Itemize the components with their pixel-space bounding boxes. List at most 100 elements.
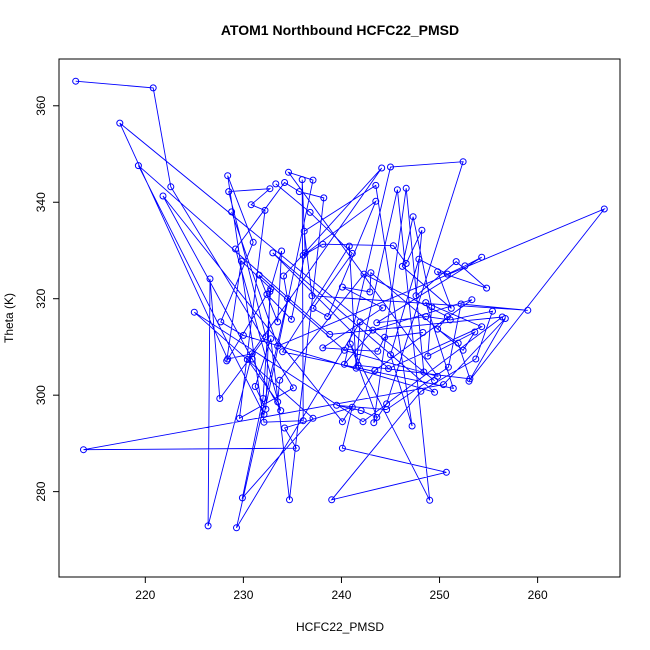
data-point <box>320 194 328 202</box>
data-point <box>295 188 303 196</box>
data-point <box>374 347 382 355</box>
data-point <box>292 444 300 452</box>
data-point <box>269 249 277 257</box>
data-point <box>372 197 380 205</box>
data-point <box>385 365 392 373</box>
data-point <box>409 213 417 221</box>
data-point <box>449 384 457 392</box>
data-point <box>259 395 267 402</box>
data-point <box>434 268 442 276</box>
y-axis-label: Theta (K) <box>2 293 16 343</box>
x-tick-label: 230 <box>233 588 253 602</box>
y-axis: 280 300 320 340 360 <box>34 95 60 502</box>
chart-title: ATOM1 Northbound HCFC22_PMSD <box>221 22 459 38</box>
data-point <box>281 424 289 432</box>
data-point <box>260 411 268 418</box>
data-point <box>434 325 442 333</box>
series-line <box>75 80 606 529</box>
data-point <box>300 227 308 235</box>
y-tick-label: 280 <box>34 481 48 501</box>
data-point <box>501 315 509 322</box>
data-point <box>289 384 297 392</box>
data-point <box>216 395 224 402</box>
data-point <box>167 183 175 191</box>
data-point <box>419 329 427 336</box>
data-point <box>261 206 269 214</box>
data-point <box>228 208 236 216</box>
data-point <box>447 304 455 312</box>
data-point <box>348 403 356 411</box>
data-point <box>278 247 286 255</box>
data-point <box>472 355 480 363</box>
data-point <box>247 201 255 209</box>
data-point <box>346 340 354 348</box>
data-point <box>489 307 496 315</box>
data-point <box>238 494 246 502</box>
data-point <box>471 328 479 336</box>
data-point <box>251 383 259 390</box>
data-point <box>299 417 307 425</box>
data-point <box>387 351 394 359</box>
data-point <box>319 344 327 352</box>
data-point <box>371 367 379 375</box>
data-point <box>465 377 473 385</box>
data-point <box>418 226 426 234</box>
data-point <box>366 288 374 296</box>
data-point <box>328 496 336 504</box>
x-axis: 220 230 240 250 260 <box>135 576 548 602</box>
data-point <box>149 84 157 92</box>
data-point <box>600 205 608 213</box>
data-point <box>286 496 293 504</box>
data-point <box>204 522 212 530</box>
data-point <box>468 296 476 304</box>
data-point <box>299 251 307 259</box>
x-tick-label: 220 <box>135 588 155 602</box>
series-line <box>275 183 487 357</box>
x-tick-label: 240 <box>331 588 351 602</box>
data-point <box>285 168 292 176</box>
data-point <box>274 342 282 350</box>
data-point <box>280 272 288 280</box>
data-point <box>279 348 287 356</box>
data-point <box>387 163 394 171</box>
data-point <box>309 176 317 184</box>
data-point <box>232 245 239 253</box>
data-point <box>309 304 317 312</box>
data-point <box>357 407 365 415</box>
data-point <box>190 308 198 316</box>
series-layer <box>72 77 608 532</box>
data-point <box>324 313 332 321</box>
y-tick-label: 320 <box>34 288 48 308</box>
plot-frame <box>58 58 621 578</box>
data-point <box>267 335 275 343</box>
data-point <box>249 238 257 246</box>
data-point <box>459 158 467 166</box>
data-point <box>434 372 442 380</box>
data-point <box>319 240 327 248</box>
data-point <box>223 357 231 365</box>
data-point <box>370 419 378 427</box>
data-point <box>402 184 410 192</box>
data-point <box>398 262 406 270</box>
data-point <box>367 269 375 277</box>
data-point <box>446 316 454 324</box>
data-point <box>428 303 436 311</box>
data-point <box>338 418 346 426</box>
data-point <box>340 360 348 368</box>
data-point <box>80 446 87 454</box>
data-point <box>298 176 306 184</box>
data-point <box>373 413 381 421</box>
data-point <box>217 318 225 326</box>
data-point <box>452 258 460 266</box>
data-point <box>360 270 368 278</box>
data-point <box>422 299 430 307</box>
data-point <box>417 387 425 395</box>
data-point <box>260 418 268 426</box>
data-point <box>248 350 256 358</box>
data-point <box>369 326 377 334</box>
data-point <box>263 290 271 298</box>
data-point <box>442 468 450 476</box>
data-point <box>478 253 486 261</box>
data-point <box>444 363 452 371</box>
